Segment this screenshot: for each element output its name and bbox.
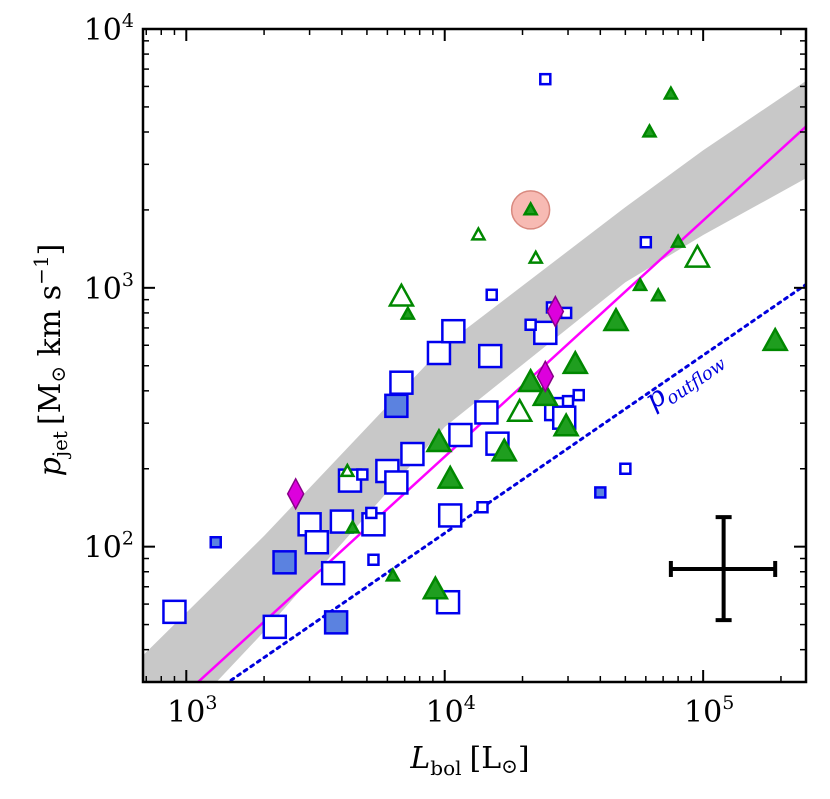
open-small-squares-point-12: [639, 236, 653, 249]
open-large-triangles-point-0: [387, 282, 416, 307]
markers-group: [162, 72, 789, 640]
open-large-squares-point-0: [162, 599, 187, 625]
filled-small-triangles-point-3: [522, 200, 539, 216]
open-large-squares-point-13: [437, 503, 463, 528]
x-tick-label-1e5: 105: [684, 692, 734, 730]
open-large-squares-point-17: [474, 400, 499, 425]
filled-small-squares-point-1: [594, 486, 607, 499]
magenta-diamonds-point-2: [546, 294, 565, 329]
open-small-squares-point-10: [572, 388, 585, 402]
open-large-triangles-point-2: [683, 243, 712, 268]
open-large-squares-point-10: [389, 370, 414, 395]
filled-large-triangles-point-2: [436, 464, 464, 489]
open-large-squares-point-12: [426, 340, 452, 366]
open-small-squares-point-9: [561, 394, 575, 408]
open-small-squares-point-0: [356, 468, 369, 481]
open-small-squares-point-3: [476, 500, 489, 514]
open-small-squares-point-1: [365, 506, 378, 520]
filled-small-triangles-point-2: [399, 305, 416, 320]
y-tick-label-1e3: 103: [84, 269, 134, 307]
magenta-diamonds-point-0: [286, 477, 305, 511]
open-large-squares-point-11: [400, 441, 425, 467]
filled-small-triangles-point-4: [631, 276, 649, 292]
open-small-squares-point-2: [367, 553, 380, 567]
open-small-triangles-point-1: [470, 225, 487, 241]
open-large-squares-point-18: [477, 343, 503, 369]
open-small-squares-point-4: [485, 288, 498, 302]
filled-large-triangles-point-9: [761, 326, 789, 352]
filled-large-triangles-point-5: [531, 381, 559, 407]
filled-small-triangles-point-0: [344, 519, 361, 534]
open-small-squares-point-6: [539, 72, 552, 86]
filled-large-triangles-point-8: [602, 306, 630, 332]
filled-large-squares-point-0: [272, 550, 297, 575]
open-large-squares-point-9: [384, 470, 409, 495]
magenta-diamonds-point-1: [536, 359, 555, 393]
open-large-squares-point-14: [441, 318, 466, 344]
x-axis-title: Lbol [L⊙]: [409, 741, 529, 780]
x-tick-label-1e3: 103: [167, 692, 217, 730]
filled-large-triangles-point-3: [490, 437, 518, 462]
open-large-squares-point-20: [533, 320, 558, 346]
open-large-triangles-point-1: [506, 397, 534, 422]
outflow-line: [225, 283, 806, 682]
y-axis-title: pjet[M⊙ km s−1]: [29, 244, 72, 477]
filled-large-triangles-point-6: [552, 411, 580, 437]
filled-small-triangles-point-6: [650, 286, 667, 302]
plot-frame: [141, 27, 808, 684]
open-large-squares-point-1: [262, 614, 288, 640]
open-small-triangles-point-0: [339, 462, 356, 478]
open-large-squares-point-16: [448, 422, 473, 448]
open-small-squares-point-5: [524, 318, 537, 332]
open-small-triangles-point-2: [527, 249, 544, 264]
filled-small-triangles-point-7: [662, 85, 679, 100]
y-tick-label-1e2: 102: [84, 528, 134, 566]
filled-small-triangles-point-1: [384, 566, 401, 582]
filled-large-triangles-point-7: [561, 349, 589, 375]
filled-large-triangles-point-4: [517, 367, 545, 393]
open-large-squares-point-4: [320, 560, 346, 586]
representative-error-bar: [668, 515, 778, 623]
filled-large-squares-point-2: [384, 393, 409, 419]
filled-large-triangles-point-1: [425, 427, 453, 453]
filled-small-triangles-point-5: [641, 122, 658, 138]
y-tick-label-1e4: 104: [84, 10, 134, 48]
filled-small-squares-point-0: [209, 536, 222, 549]
filled-small-triangles-point-8: [669, 233, 687, 248]
open-large-squares-point-3: [304, 530, 330, 555]
x-tick-label-1e4: 104: [426, 692, 476, 730]
filled-large-triangles-point-0: [421, 575, 449, 600]
filled-large-squares-point-1: [323, 610, 349, 635]
open-small-squares-point-11: [619, 462, 632, 475]
